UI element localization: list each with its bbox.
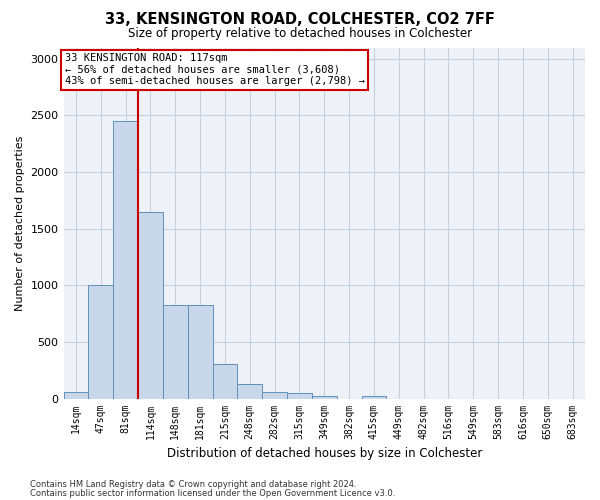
Text: Contains public sector information licensed under the Open Government Licence v3: Contains public sector information licen… [30,489,395,498]
Bar [362,396,386,398]
Text: 33 KENSINGTON ROAD: 117sqm
← 56% of detached houses are smaller (3,608)
43% of s: 33 KENSINGTON ROAD: 117sqm ← 56% of deta… [65,53,365,86]
Bar [238,384,262,398]
Bar [312,396,337,398]
X-axis label: Distribution of detached houses by size in Colchester: Distribution of detached houses by size … [167,447,482,460]
Text: Size of property relative to detached houses in Colchester: Size of property relative to detached ho… [128,28,472,40]
Bar [113,121,138,398]
Bar [64,392,88,398]
Bar [212,364,238,398]
Bar [188,304,212,398]
Bar [138,212,163,398]
Bar [88,286,113,399]
Y-axis label: Number of detached properties: Number of detached properties [15,136,25,310]
Bar [287,394,312,398]
Text: Contains HM Land Registry data © Crown copyright and database right 2024.: Contains HM Land Registry data © Crown c… [30,480,356,489]
Bar [163,304,188,398]
Bar [262,392,287,398]
Text: 33, KENSINGTON ROAD, COLCHESTER, CO2 7FF: 33, KENSINGTON ROAD, COLCHESTER, CO2 7FF [105,12,495,28]
